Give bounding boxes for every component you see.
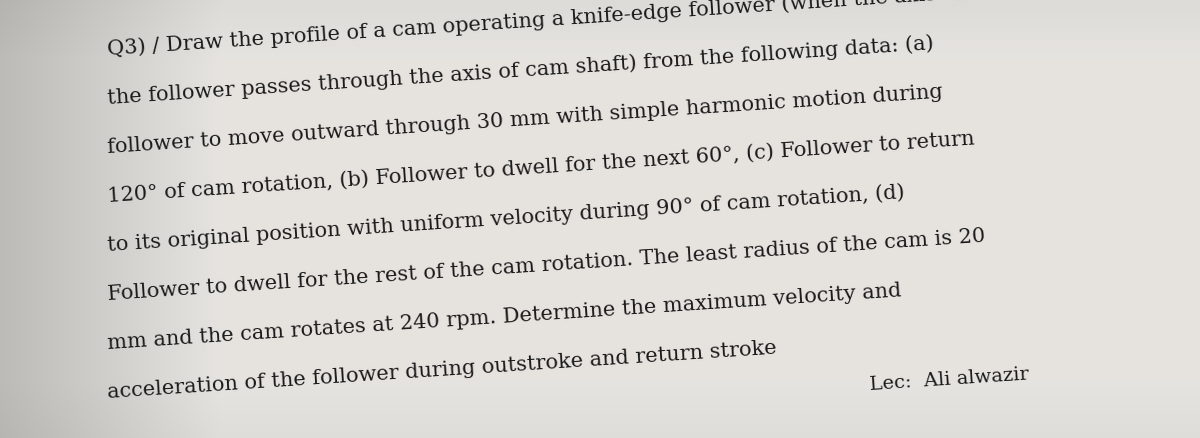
- Text: Q3) / Draw the profile of a cam operating a knife-edge follower (when the axis o: Q3) / Draw the profile of a cam operatin…: [107, 0, 964, 59]
- Text: the follower passes through the axis of cam shaft) from the following data: (a): the follower passes through the axis of …: [107, 33, 935, 108]
- Text: Lec:  Ali alwazir: Lec: Ali alwazir: [869, 364, 1030, 393]
- Text: Follower to dwell for the rest of the cam rotation. The least radius of the cam : Follower to dwell for the rest of the ca…: [107, 226, 986, 303]
- Text: to its original position with uniform velocity during 90° of cam rotation, (d): to its original position with uniform ve…: [107, 182, 906, 254]
- Text: acceleration of the follower during outstroke and return stroke: acceleration of the follower during outs…: [107, 338, 778, 401]
- Text: mm and the cam rotates at 240 rpm. Determine the maximum velocity and: mm and the cam rotates at 240 rpm. Deter…: [107, 281, 902, 352]
- Text: follower to move outward through 30 mm with simple harmonic motion during: follower to move outward through 30 mm w…: [107, 82, 943, 157]
- Text: 120° of cam rotation, (b) Follower to dwell for the next 60°, (c) Follower to re: 120° of cam rotation, (b) Follower to dw…: [107, 129, 976, 205]
